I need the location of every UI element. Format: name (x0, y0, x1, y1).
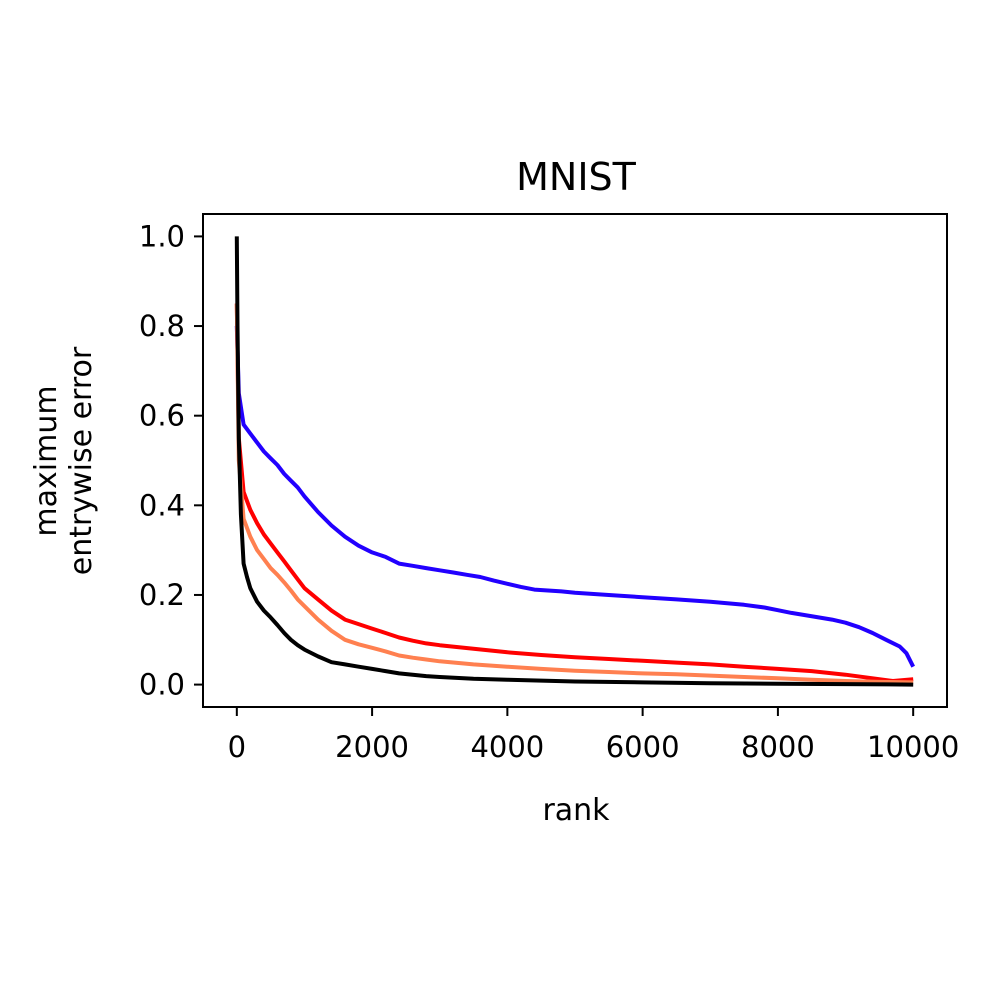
y-axis-label-line-2: entrywise error (64, 346, 99, 575)
axes-frame (202, 213, 948, 708)
y-tick-label: 0.4 (139, 488, 185, 522)
series-line-red (234, 303, 914, 683)
series-line-salmon (234, 303, 914, 685)
axis-ticks: 0 2000 4000 6000 8000 10000 0.0 0.2 0.4 0.6 0.8 1.0 (139, 219, 959, 764)
x-tick-label: 10000 (867, 730, 959, 764)
y-tick-label: 1.0 (139, 219, 185, 253)
chart-title: MNIST (516, 155, 637, 199)
plot-series (234, 236, 915, 687)
y-tick-label: 0.2 (139, 578, 185, 612)
x-tick-label: 4000 (470, 730, 544, 764)
y-tick-label: 0.8 (139, 309, 185, 343)
x-axis-label: rank (542, 793, 610, 828)
series-line-blue (234, 325, 915, 668)
y-tick-label: 0.6 (139, 399, 185, 433)
x-tick-label: 0 (228, 730, 246, 764)
x-tick-label: 8000 (741, 730, 815, 764)
y-tick-label: 0.0 (139, 668, 185, 702)
x-tick-label: 6000 (606, 730, 680, 764)
y-axis-label-line-1: maximum (29, 385, 64, 536)
x-tick-label: 2000 (335, 730, 409, 764)
series-line-black (234, 236, 914, 687)
